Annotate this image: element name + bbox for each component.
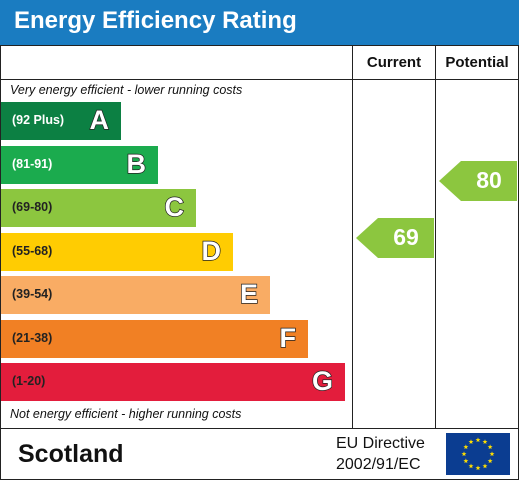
eu-star bbox=[487, 444, 493, 450]
band-range-label: (55-68) bbox=[12, 244, 53, 258]
header-divider bbox=[0, 79, 519, 80]
directive-line-1: EU Directive bbox=[336, 435, 425, 452]
eu-stars bbox=[461, 437, 495, 471]
band-letter: C bbox=[164, 191, 185, 222]
potential-rating-arrow: 80 bbox=[439, 161, 517, 201]
current-rating-value: 69 bbox=[393, 224, 419, 250]
inefficient-note: Not energy efficient - higher running co… bbox=[10, 407, 242, 421]
band-letter: B bbox=[126, 148, 147, 179]
eu-star bbox=[463, 458, 469, 464]
eu-star bbox=[489, 451, 495, 457]
divider-potential bbox=[435, 45, 436, 429]
eu-star bbox=[487, 458, 493, 464]
column-potential-header: Potential bbox=[445, 54, 509, 71]
eu-star bbox=[475, 465, 481, 471]
directive-line-2: 2002/91/EC bbox=[336, 456, 421, 473]
band-range-label: (21-38) bbox=[12, 331, 53, 345]
band-e: (39-54) E bbox=[1, 276, 270, 314]
band-letter: A bbox=[89, 104, 110, 135]
footer-divider bbox=[0, 428, 519, 429]
potential-rating-value: 80 bbox=[476, 167, 502, 193]
band-range-label: (92 Plus) bbox=[12, 113, 65, 127]
eu-directive: EU Directive 2002/91/EC bbox=[336, 433, 425, 475]
page-title: Energy Efficiency Rating bbox=[14, 7, 297, 34]
eu-star bbox=[461, 451, 467, 457]
region-label: Scotland bbox=[18, 440, 124, 468]
band-letter: G bbox=[311, 365, 333, 396]
band-c: (69-80) C bbox=[1, 189, 196, 227]
band-f: (21-38) F bbox=[1, 320, 308, 358]
band-range-label: (1-20) bbox=[12, 374, 46, 388]
eu-star bbox=[482, 439, 488, 444]
band-range-label: (69-80) bbox=[12, 200, 53, 214]
efficient-note: Very energy efficient - lower running co… bbox=[10, 83, 243, 97]
band-range-label: (39-54) bbox=[12, 287, 53, 301]
eu-star bbox=[468, 439, 474, 444]
eu-star bbox=[482, 463, 488, 469]
header-bar: Energy Efficiency Rating bbox=[0, 0, 519, 45]
band-letter: F bbox=[279, 322, 297, 353]
column-current-header: Current bbox=[366, 54, 422, 71]
band-letter: E bbox=[239, 278, 258, 309]
divider-current bbox=[352, 45, 353, 429]
band-b: (81-91) B bbox=[1, 146, 158, 184]
band-g: (1-20) G bbox=[1, 363, 345, 401]
eu-star bbox=[475, 437, 481, 443]
band-a: (92 Plus) A bbox=[1, 102, 121, 140]
current-rating-arrow: 69 bbox=[356, 218, 434, 258]
eu-star bbox=[463, 444, 469, 450]
eu-flag-icon bbox=[446, 433, 510, 475]
eu-star bbox=[468, 463, 474, 469]
band-d: (55-68) D bbox=[1, 233, 233, 271]
band-letter: D bbox=[201, 235, 222, 266]
band-range-label: (81-91) bbox=[12, 157, 53, 171]
